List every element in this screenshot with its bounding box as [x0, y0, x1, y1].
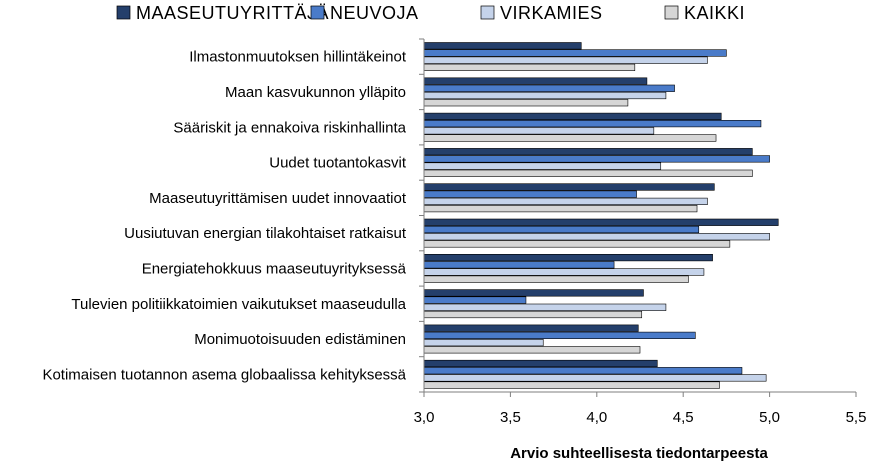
category-label: Energiatehokkuus maaseutuyrityksessä	[142, 260, 407, 277]
category-label: Uudet tuotantokasvit	[269, 155, 407, 172]
bar-3-3	[423, 127, 655, 135]
category-label: Monimuotoisuuden edistäminen	[194, 331, 406, 348]
x-tick-label: 3,5	[500, 409, 521, 426]
legend-swatch	[310, 5, 325, 20]
bar-2-1	[423, 49, 727, 57]
bar-4-8	[423, 310, 643, 319]
bar-2-10	[423, 367, 743, 375]
bar-1-5	[423, 183, 715, 191]
bar-3-8	[423, 303, 667, 311]
x-tick-label: 5,0	[759, 409, 780, 426]
bar-3-1	[423, 56, 708, 64]
bar-2-7	[423, 261, 615, 269]
category-label: Kotimaisen tuotannon asema globaalissa k…	[42, 366, 406, 383]
bar-1-7	[423, 254, 713, 262]
legend: MAASEUTUYRITTÄJÄ NEUVOJA VIRKAMIES KAIKKI	[116, 3, 745, 23]
bar-4-1	[423, 63, 636, 71]
bar-4-9	[423, 346, 641, 354]
x-tick-label: 5,5	[846, 409, 867, 426]
bar-1-8	[423, 289, 644, 297]
bar-1-3	[423, 112, 722, 120]
legend-swatch	[480, 5, 495, 20]
bar-1-1	[423, 42, 582, 50]
bar-4-3	[423, 134, 717, 142]
legend-label: VIRKAMIES	[500, 3, 603, 23]
bar-4-10	[423, 381, 720, 389]
bar-1-4	[423, 148, 753, 156]
bar-3-9	[423, 338, 544, 347]
bar-3-5	[423, 197, 708, 206]
category-labels: Ilmastonmuutoksen hillintäkeinot Maan kas…	[42, 49, 406, 384]
category-label: Ilmastonmuutoksen hillintäkeinot	[189, 49, 407, 66]
category-label: Maaseutuyrittämisen uudet innovaatiot	[149, 190, 407, 207]
bar-2-3	[423, 120, 762, 128]
legend-swatch	[116, 5, 131, 20]
plot-area	[423, 42, 779, 389]
bar-4-2	[423, 99, 629, 107]
bar-2-8	[423, 296, 527, 304]
category-label: Sääriskit ja ennakoiva riskinhallinta	[173, 119, 406, 136]
bar-2-2	[423, 84, 675, 92]
bar-1-2	[423, 77, 648, 85]
x-tick-label: 3,0	[414, 409, 435, 426]
bar-2-4	[423, 155, 770, 163]
legend-label: NEUVOJA	[330, 3, 419, 23]
category-label: Tulevien politiikkatoimien vaikutukset m…	[71, 296, 406, 313]
x-tick-label: 4,0	[586, 409, 607, 426]
bar-2-5	[423, 190, 637, 198]
bar-1-9	[423, 324, 639, 332]
category-label: Maan kasvukunnon ylläpito	[225, 84, 406, 101]
bar-4-6	[423, 240, 731, 248]
bar-3-6	[423, 233, 770, 241]
legend-label: KAIKKI	[684, 3, 745, 23]
x-tick-label: 4,5	[673, 409, 694, 426]
bar-4-4	[423, 169, 753, 177]
legend-label: MAASEUTUYRITTÄJÄ	[136, 3, 329, 23]
category-label: Uusiutuvan energian tilakohtaiset ratkai…	[124, 225, 407, 242]
bar-1-10	[423, 359, 658, 368]
bar-3-4	[423, 162, 662, 170]
bar-4-7	[423, 275, 689, 283]
bar-3-2	[423, 91, 667, 100]
bar-3-7	[423, 268, 705, 276]
x-axis-title: Arvio suhteellisesta tiedontarpeesta	[510, 445, 768, 462]
legend-swatch	[664, 5, 679, 20]
bar-2-6	[423, 225, 700, 234]
x-axis: 3,0 3,5 4,0 4,5 5,0 5,5	[414, 38, 867, 426]
bar-4-5	[423, 205, 698, 213]
bar-1-6	[423, 218, 779, 226]
bar-3-10	[423, 374, 767, 382]
bar-2-9	[423, 331, 696, 340]
